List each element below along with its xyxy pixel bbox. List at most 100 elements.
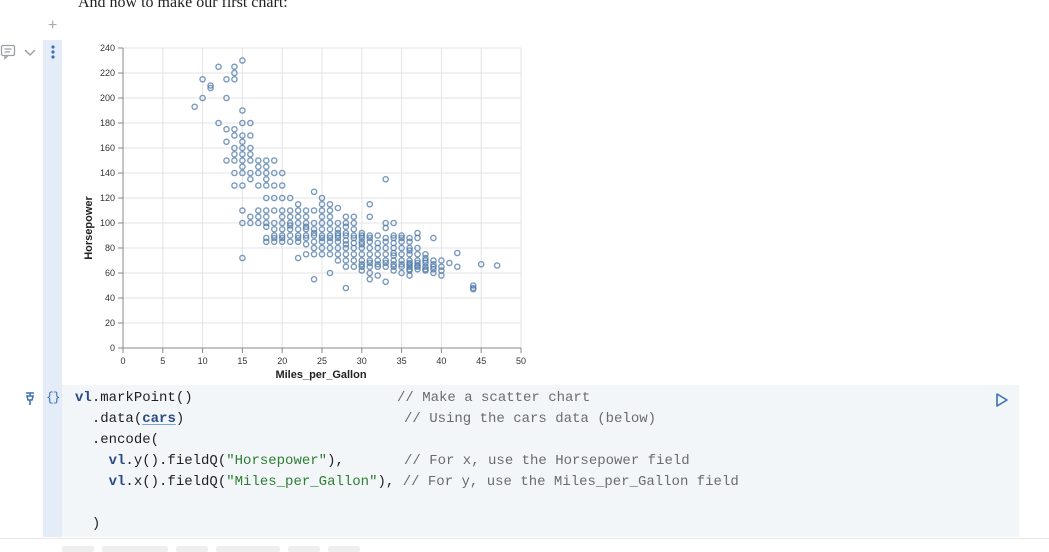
braces-icon[interactable]: {} xyxy=(46,390,61,405)
y-tick-label: 40 xyxy=(105,293,115,303)
data-point xyxy=(278,182,286,189)
data-point xyxy=(310,244,318,252)
data-point xyxy=(310,229,318,237)
comment-icon[interactable] xyxy=(0,44,18,65)
scatter-chart: 0 20 40 60 80 100 120 140 160 180 200 220 240 0 5 10 15… xyxy=(83,43,526,381)
run-button[interactable] xyxy=(995,392,1009,413)
code-token: vl xyxy=(75,390,92,406)
data-point xyxy=(326,234,334,242)
data-point xyxy=(430,265,437,273)
code-string: "Horsepower" xyxy=(226,453,328,469)
data-point xyxy=(366,250,374,258)
data-point xyxy=(366,275,374,283)
data-point xyxy=(374,257,382,264)
data-point xyxy=(406,234,413,242)
data-point xyxy=(262,223,270,231)
code-comment: // Make a scatter chart xyxy=(397,390,591,406)
data-point xyxy=(270,182,278,189)
data-point xyxy=(390,260,397,268)
data-point xyxy=(366,232,374,239)
data-point xyxy=(302,225,310,233)
data-point xyxy=(270,225,278,233)
data-point xyxy=(342,240,350,248)
data-point xyxy=(334,234,342,242)
data-point xyxy=(302,223,310,231)
data-point xyxy=(326,213,334,221)
plus-icon[interactable]: + xyxy=(48,17,58,34)
code-cell[interactable] xyxy=(62,385,1019,537)
code-comment: // For y, use the Miles_per_Gallon field xyxy=(402,474,739,490)
data-point xyxy=(191,103,198,111)
data-point xyxy=(366,259,374,267)
data-point xyxy=(390,267,397,274)
data-point xyxy=(406,247,413,254)
data-point xyxy=(262,157,270,164)
code-token: .x().fieldQ( xyxy=(125,474,227,490)
data-point xyxy=(286,219,294,227)
data-point xyxy=(382,244,389,252)
data-point xyxy=(422,267,429,274)
data-point xyxy=(406,263,413,271)
data-point xyxy=(358,250,366,258)
cell-selection-bar[interactable] xyxy=(43,40,62,537)
data-point xyxy=(390,249,397,257)
data-point xyxy=(262,194,270,202)
data-point xyxy=(342,223,350,231)
x-tick-label: 45 xyxy=(476,356,486,366)
data-point xyxy=(374,263,382,271)
data-point xyxy=(382,257,389,264)
vertical-dots-icon[interactable] xyxy=(49,44,57,65)
code-comment: // Using the cars data (below) xyxy=(404,411,657,427)
data-point xyxy=(239,254,246,262)
data-point xyxy=(390,232,397,239)
data-point xyxy=(286,225,294,233)
data-point xyxy=(469,285,477,293)
data-point xyxy=(286,213,294,221)
data-point xyxy=(310,188,318,196)
data-point xyxy=(294,232,302,239)
y-tick-label: 200 xyxy=(100,93,115,103)
pin-icon[interactable] xyxy=(24,392,36,411)
data-point xyxy=(422,250,429,258)
data-point xyxy=(207,82,214,89)
data-point xyxy=(398,257,405,264)
data-point xyxy=(231,63,238,71)
x-tick-label: 35 xyxy=(397,356,407,366)
data-point xyxy=(358,232,366,239)
code-line-4: vl.y().fieldQ("Horsepower"), // For x, us… xyxy=(108,453,690,469)
data-point xyxy=(294,213,302,221)
data-point xyxy=(294,207,302,214)
data-point xyxy=(294,254,302,262)
data-point xyxy=(398,238,405,246)
placeholder-block xyxy=(288,546,320,552)
chart-points xyxy=(191,57,501,293)
data-point xyxy=(318,213,326,221)
data-point xyxy=(430,263,437,271)
data-point xyxy=(247,132,254,139)
data-point xyxy=(342,229,350,237)
code-token: .markPoint() xyxy=(91,390,193,406)
data-point xyxy=(231,182,238,189)
data-point xyxy=(255,163,262,171)
data-point xyxy=(270,207,278,214)
data-point xyxy=(374,272,382,279)
data-point xyxy=(326,244,334,252)
data-point xyxy=(278,219,286,227)
data-point xyxy=(278,194,286,202)
chevron-down-icon[interactable] xyxy=(23,46,37,64)
data-point xyxy=(294,219,302,227)
code-editor[interactable]: vl.markPoint()// Make a scatter chart .d… xyxy=(75,388,739,535)
data-point xyxy=(350,250,358,258)
data-point xyxy=(334,257,342,264)
data-point xyxy=(318,194,326,202)
data-point xyxy=(398,263,405,271)
code-token: vl xyxy=(108,453,126,469)
data-point xyxy=(294,238,302,246)
x-tick-label: 40 xyxy=(436,356,446,366)
data-point xyxy=(231,69,238,77)
data-point xyxy=(262,182,270,189)
data-point xyxy=(366,213,374,221)
y-tick-label: 120 xyxy=(100,193,115,203)
data-point xyxy=(382,263,389,271)
data-point xyxy=(430,234,437,242)
